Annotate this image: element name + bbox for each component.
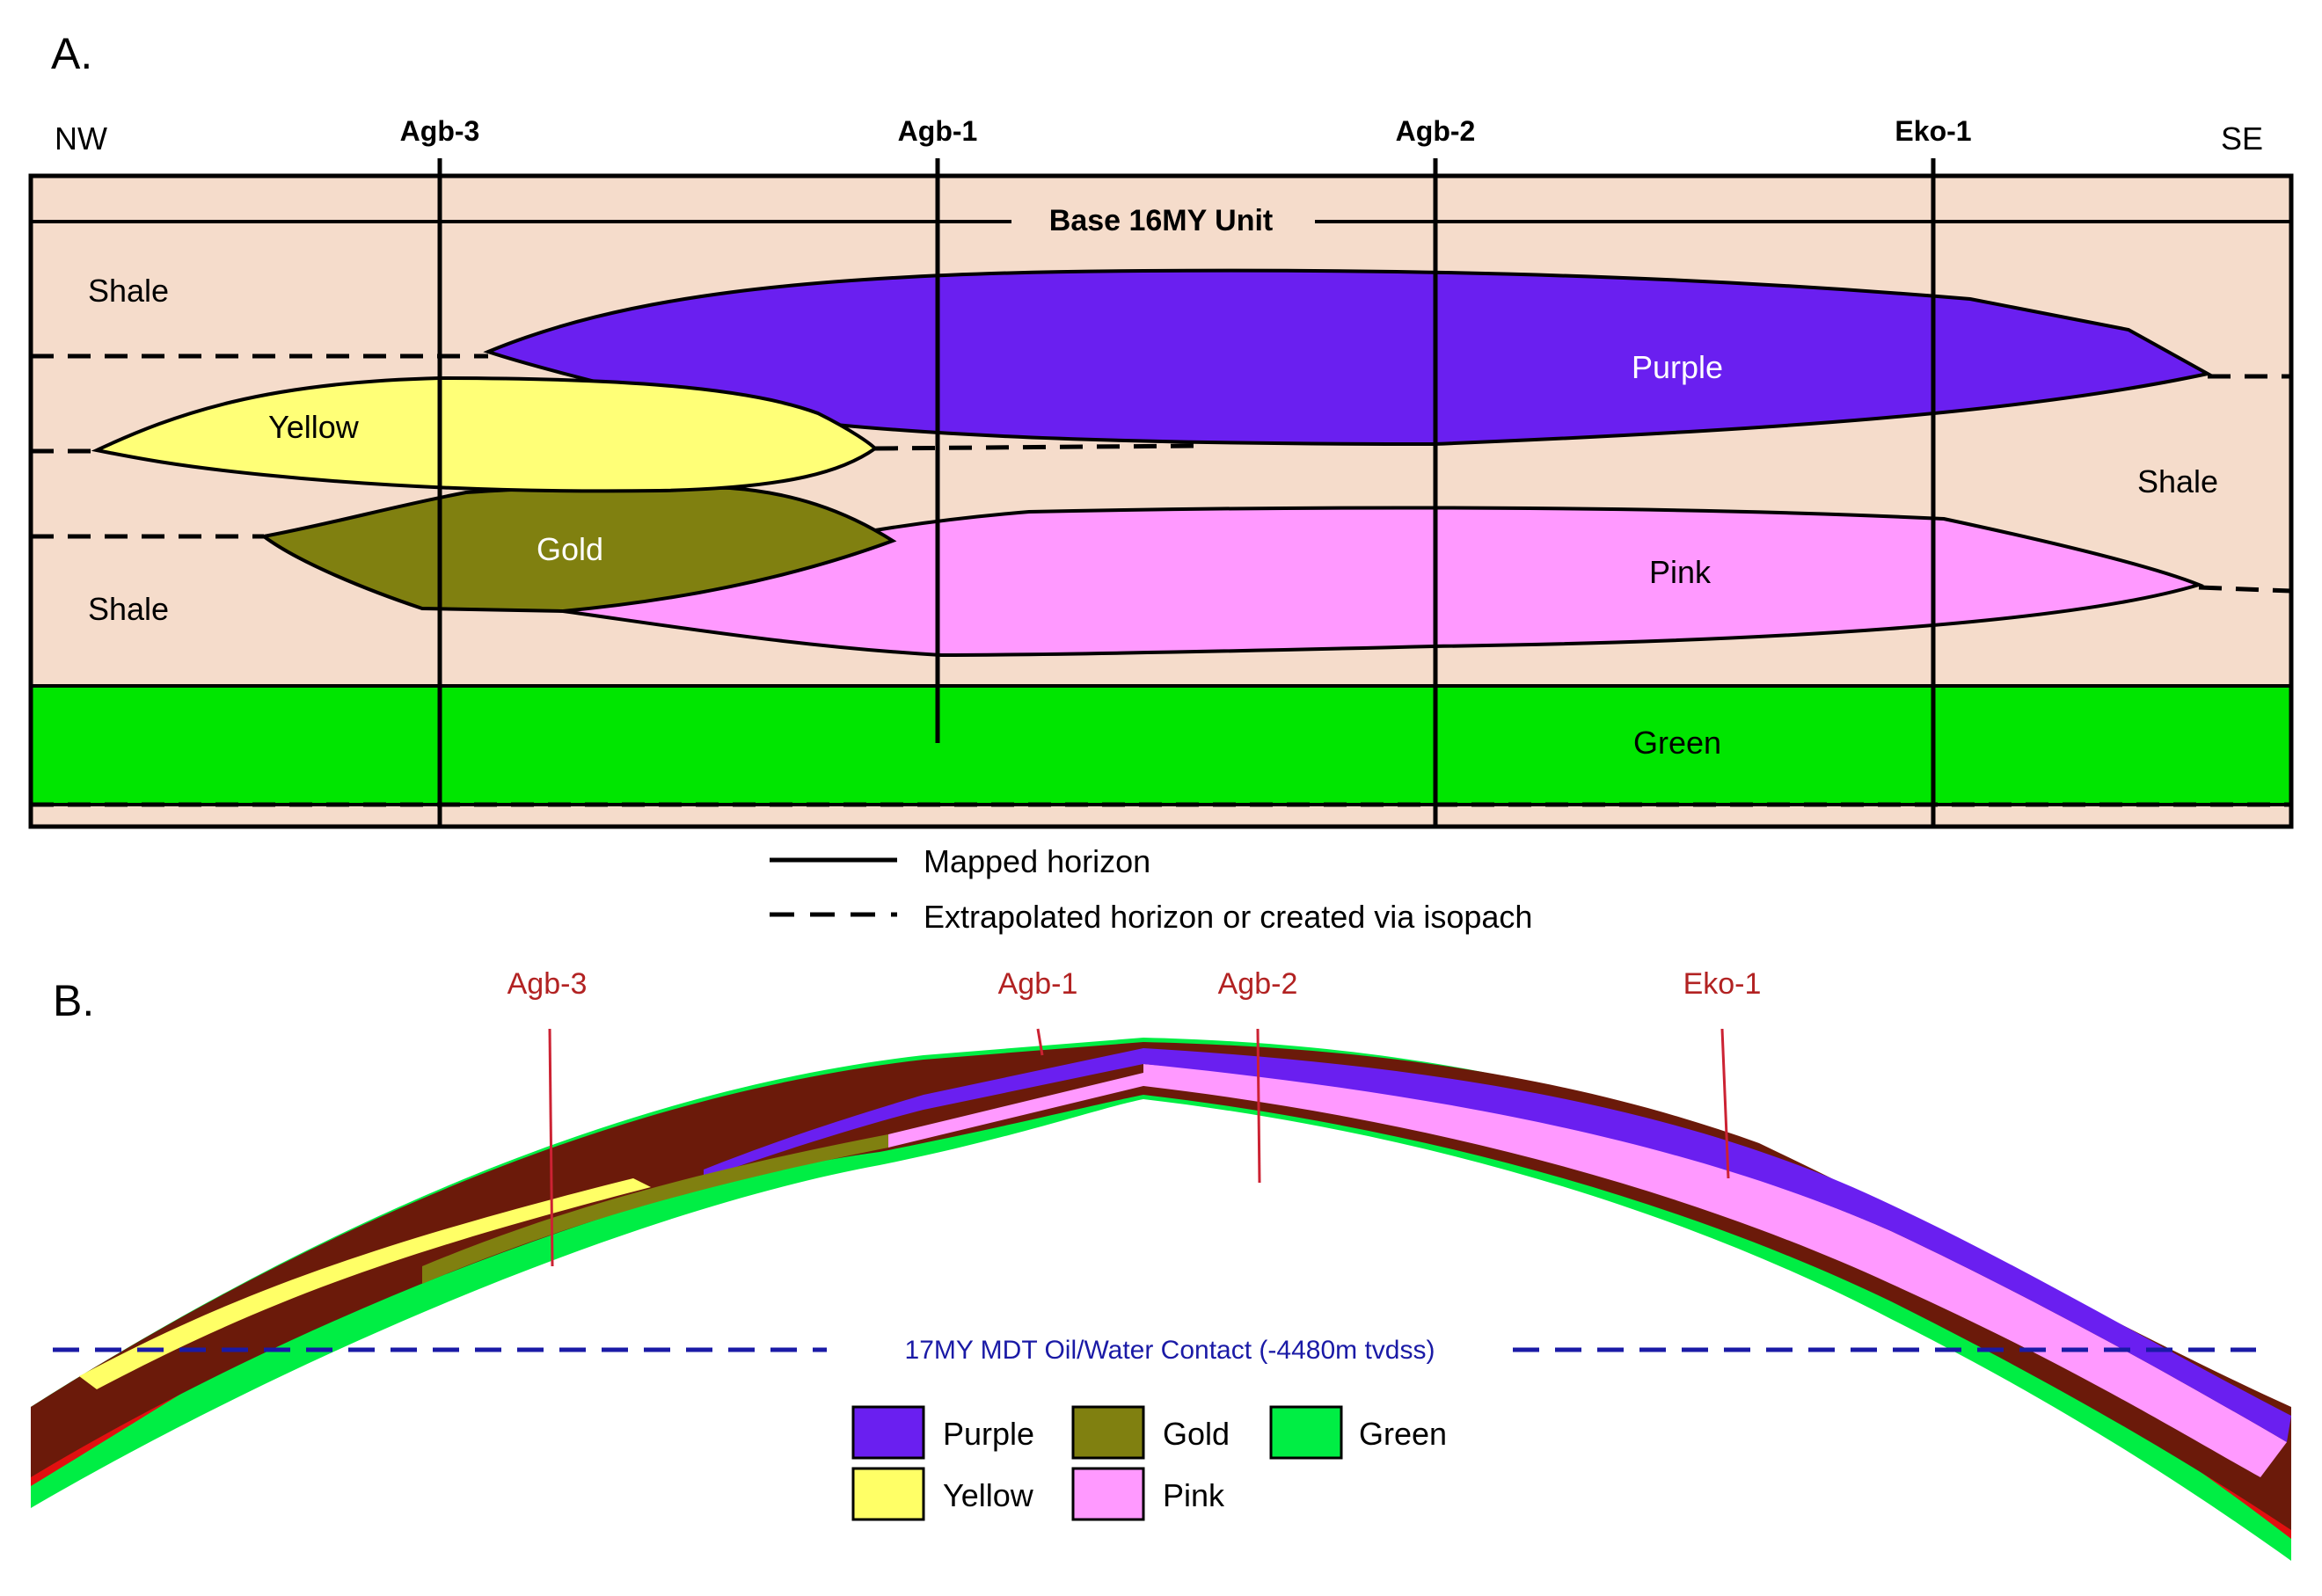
legend-swatch-green <box>1269 1405 1343 1460</box>
panel-b-label: B. <box>53 976 94 1025</box>
dashed-horizon-yellow-right <box>874 443 1197 451</box>
panel-b-well-line-agb-2 <box>1256 1028 1261 1184</box>
panel-b-well-line-agb-1 <box>1036 1028 1044 1056</box>
panel-a-well-eko-1: Eko-1 <box>1895 115 1971 147</box>
owc-label: 17MY MDT Oil/Water Contact (-4480m tvdss… <box>905 1336 1435 1365</box>
horizon-label-bg <box>1020 198 1311 244</box>
label-purple: Purple <box>1632 349 1723 385</box>
panel-b-well-agb-2: Agb-2 <box>1218 967 1298 1001</box>
legend-label-yellow: Yellow <box>943 1477 1034 1513</box>
anticline-yellow <box>79 1178 651 1389</box>
panel-b-well-line-eko-1 <box>1720 1028 1730 1179</box>
legend-label-gold: Gold <box>1163 1416 1230 1452</box>
panel-b-well-eko-1: Eko-1 <box>1683 967 1762 1001</box>
green-unit <box>29 684 2293 806</box>
anticline-pink-left <box>888 1073 1143 1148</box>
horizon-label: Base 16MY Unit <box>1049 204 1273 237</box>
legend-swatch-purple <box>851 1405 925 1460</box>
anticline-gold <box>422 1134 888 1284</box>
panel-a-label: A. <box>51 29 92 78</box>
direction-se: SE <box>2221 120 2263 157</box>
dashed-horizon-pink-right <box>2198 585 2292 594</box>
yellow-body <box>91 375 879 493</box>
panel-a-well-agb-1: Agb-1 <box>898 115 978 147</box>
legend-mapped-text: Mapped horizon <box>924 843 1150 879</box>
panel-b-well-agb-3: Agb-3 <box>507 967 588 1001</box>
legend-swatch-pink <box>1071 1467 1145 1521</box>
panel-a-frame <box>28 173 2294 829</box>
label-shale-right: Shale <box>2137 463 2218 499</box>
panel-b-well-agb-1: Agb-1 <box>998 967 1078 1001</box>
direction-nw: NW <box>55 120 107 157</box>
label-pink: Pink <box>1649 554 1712 590</box>
panel-b-well-line-agb-3 <box>548 1028 554 1267</box>
label-yellow: Yellow <box>268 409 360 445</box>
legend-swatch-gold <box>1071 1405 1145 1460</box>
label-green: Green <box>1633 725 1721 761</box>
gold-body <box>259 485 897 614</box>
legend-swatch-yellow <box>851 1467 925 1521</box>
label-shale-upper: Shale <box>88 273 169 309</box>
panel-a-well-agb-3: Agb-3 <box>400 115 480 147</box>
anticline-purple-left <box>704 1048 1143 1178</box>
label-gold: Gold <box>537 531 603 567</box>
legend-label-purple: Purple <box>943 1416 1034 1452</box>
pink-body <box>562 506 2205 658</box>
legend-label-green: Green <box>1359 1416 1447 1452</box>
legend-label-pink: Pink <box>1163 1477 1225 1513</box>
panel-a-well-agb-2: Agb-2 <box>1396 115 1476 147</box>
label-shale-lower: Shale <box>88 591 169 627</box>
legend-extrapolated-text: Extrapolated horizon or created via isop… <box>924 899 1532 935</box>
